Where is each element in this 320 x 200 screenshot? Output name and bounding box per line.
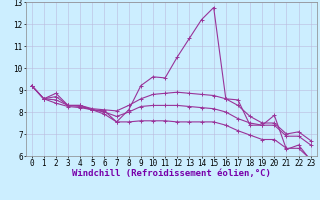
X-axis label: Windchill (Refroidissement éolien,°C): Windchill (Refroidissement éolien,°C) [72,169,271,178]
